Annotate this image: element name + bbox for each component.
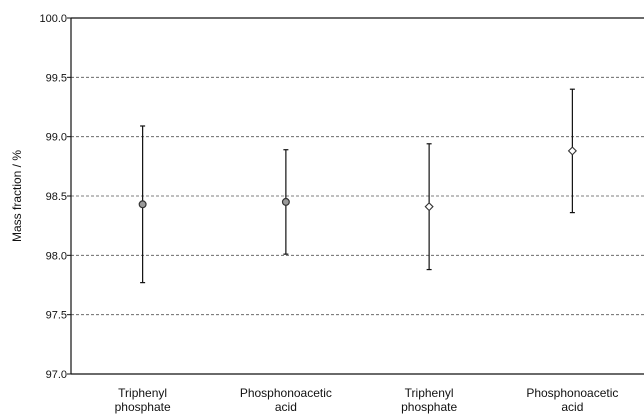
data-point-group: [567, 88, 577, 214]
x-category-label: Triphenyl: [118, 386, 167, 400]
y-tick-label: 99.0: [46, 132, 67, 144]
y-tick-label: 99.5: [46, 72, 67, 84]
y-tick-label: 98.5: [46, 191, 67, 203]
data-point-group: [281, 149, 290, 255]
x-axis-category-labels: TriphenylphosphatePhosphonoaceticacidTri…: [115, 386, 619, 414]
x-category-label: Triphenyl: [405, 386, 454, 400]
data-points: [138, 88, 577, 284]
y-axis-ticks: 97.0 97.5 98.0 98.5 99.0 99.5 100.0: [39, 13, 71, 381]
x-category-label: acid: [561, 400, 583, 414]
data-point-group: [138, 125, 147, 284]
x-category-label: phosphate: [115, 400, 171, 414]
diamond-marker: [567, 146, 577, 156]
circle-marker: [138, 200, 147, 209]
x-category-label: acid: [275, 400, 297, 414]
diamond-marker: [424, 202, 434, 212]
x-category-label: Phosphonoacetic: [240, 386, 332, 400]
y-axis-title: Mass fraction / %: [10, 150, 24, 242]
y-tick-label: 98.0: [46, 250, 67, 262]
x-category-label: phosphate: [401, 400, 457, 414]
y-tick-label: 97.0: [46, 369, 67, 381]
data-point-group: [424, 143, 434, 271]
axes: [70, 17, 644, 375]
grid-lines: [71, 76, 644, 316]
y-tick-label: 100.0: [39, 13, 67, 25]
x-category-label: Phosphonoacetic: [526, 386, 618, 400]
y-tick-label: 97.5: [46, 310, 67, 322]
circle-marker: [281, 197, 290, 206]
